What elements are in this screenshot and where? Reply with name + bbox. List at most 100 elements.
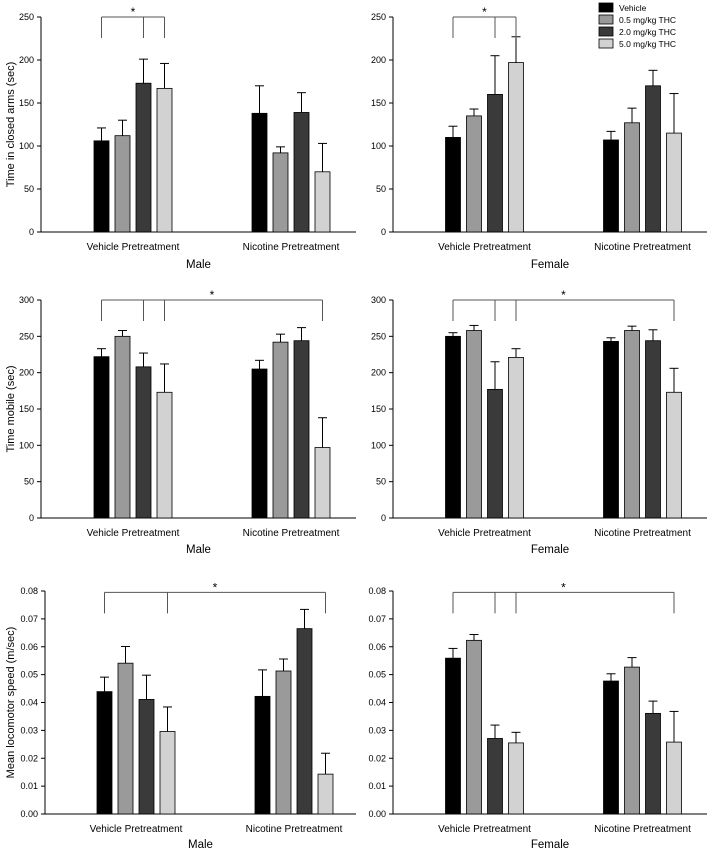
significance-star: * [561, 580, 566, 594]
y-tick-label: 0.02 [20, 753, 38, 763]
panel-speed-female: 0.00 0.01 0.02 0.03 0.04 0.05 0.06 0.07 0.08 Vehi… [368, 580, 707, 851]
y-tick-label: 0.07 [368, 614, 386, 624]
bar [254, 695, 271, 815]
y-tick-label: 150 [371, 404, 386, 414]
bar [445, 335, 461, 519]
y-tick-label: 50 [376, 477, 386, 487]
legend-swatch [598, 2, 614, 13]
bar [487, 388, 503, 519]
y-tick-label: 250 [19, 331, 34, 341]
category-label: Vehicle Pretreatment [87, 242, 180, 253]
y-tick-label: 50 [376, 184, 386, 194]
bar [293, 112, 310, 233]
panel-closed-female: 0 50 100 150 200 250 Vehicle Pretreatment Nicot… [371, 5, 707, 271]
bar [466, 330, 482, 519]
panel-sex-label: Female [531, 839, 569, 851]
y-axis-label: Mean locomotor speed (m/sec) [5, 627, 17, 779]
legend-label: 0.5 mg/kg THC [619, 15, 676, 25]
category-label: Nicotine Pretreatment [243, 242, 340, 253]
y-tick-label: 0.07 [20, 614, 38, 624]
bar [314, 447, 331, 519]
bar [159, 731, 176, 815]
y-tick-label: 0 [381, 227, 386, 237]
bar [624, 330, 640, 519]
significance-star: * [561, 288, 566, 302]
bar [624, 666, 640, 815]
y-tick-label: 150 [19, 404, 34, 414]
y-tick-label: 0 [29, 513, 34, 523]
bar [645, 85, 661, 233]
y-tick-label: 150 [19, 98, 34, 108]
bar [296, 628, 313, 815]
y-tick-label: 200 [19, 368, 34, 378]
significance-star: * [482, 5, 487, 19]
bar [156, 391, 173, 519]
bar [487, 94, 503, 233]
y-tick-label: 200 [371, 55, 386, 65]
bar [466, 115, 482, 233]
y-tick-label: 0.03 [20, 725, 38, 735]
bar [293, 340, 310, 519]
panel-closed-male: 0 50 100 150 200 250 Time in closed arms (sec)… [5, 5, 356, 271]
category-label: Nicotine Pretreatment [246, 824, 343, 835]
bar [666, 741, 682, 815]
bar [156, 87, 173, 233]
y-tick-label: 0.06 [20, 642, 38, 652]
category-label: Nicotine Pretreatment [594, 824, 691, 835]
legend-swatch [598, 14, 614, 25]
bar [666, 132, 682, 233]
y-tick-label: 0.01 [20, 781, 38, 791]
bar [135, 82, 152, 233]
bar [114, 135, 131, 233]
bar [117, 662, 134, 815]
legend-swatch [598, 26, 614, 37]
y-tick-label: 200 [371, 368, 386, 378]
legend-label: 2.0 mg/kg THC [619, 27, 676, 37]
legend-swatch [598, 38, 614, 49]
y-tick-label: 0.04 [20, 698, 38, 708]
y-tick-label: 0.08 [368, 586, 386, 596]
category-label: Vehicle Pretreatment [438, 824, 531, 835]
bar [445, 136, 461, 233]
panel-sex-label: Male [188, 839, 213, 851]
y-tick-label: 0.01 [368, 781, 386, 791]
bar [624, 122, 640, 233]
legend: Vehicle 0.5 mg/kg THC 2.0 mg/kg THC 5.0 mg/… [598, 2, 676, 49]
bar [314, 171, 331, 233]
category-label: Vehicle Pretreatment [90, 824, 183, 835]
panel-sex-label: Female [531, 544, 569, 556]
y-tick-label: 250 [19, 12, 34, 22]
y-tick-label: 100 [19, 440, 34, 450]
y-tick-label: 0 [29, 227, 34, 237]
bar [645, 712, 661, 815]
y-tick-label: 0.08 [20, 586, 38, 596]
y-tick-label: 150 [371, 98, 386, 108]
y-tick-label: 300 [371, 295, 386, 305]
y-tick-label: 0.00 [368, 809, 386, 819]
y-tick-label: 0.03 [368, 725, 386, 735]
y-tick-label: 200 [19, 55, 34, 65]
category-label: Nicotine Pretreatment [594, 242, 691, 253]
y-tick-label: 100 [19, 141, 34, 151]
bar [603, 680, 619, 815]
bar [508, 357, 524, 519]
y-axis-label: Time in closed arms (sec) [5, 62, 17, 188]
y-tick-label: 0.02 [368, 753, 386, 763]
y-tick-label: 300 [19, 295, 34, 305]
significance-star: * [210, 288, 215, 302]
y-tick-label: 250 [371, 331, 386, 341]
y-axis-label: Time mobile (sec) [5, 366, 17, 453]
panel-sex-label: Male [186, 544, 211, 556]
bar [317, 773, 334, 815]
panel-sex-label: Female [531, 259, 569, 271]
panel-mobile-female: 0 50 100 150 200 250 300 Vehicle Pretreatment Ni… [371, 288, 707, 556]
category-label: Vehicle Pretreatment [438, 242, 531, 253]
panel-mobile-male: 0 50 100 150 200 250 300 Time mobile (sec) Vehic… [5, 288, 356, 556]
category-label: Nicotine Pretreatment [243, 528, 340, 539]
bar [645, 340, 661, 519]
bar [603, 139, 619, 233]
significance-star: * [131, 5, 136, 19]
bar [93, 356, 110, 519]
y-tick-label: 0.05 [20, 670, 38, 680]
